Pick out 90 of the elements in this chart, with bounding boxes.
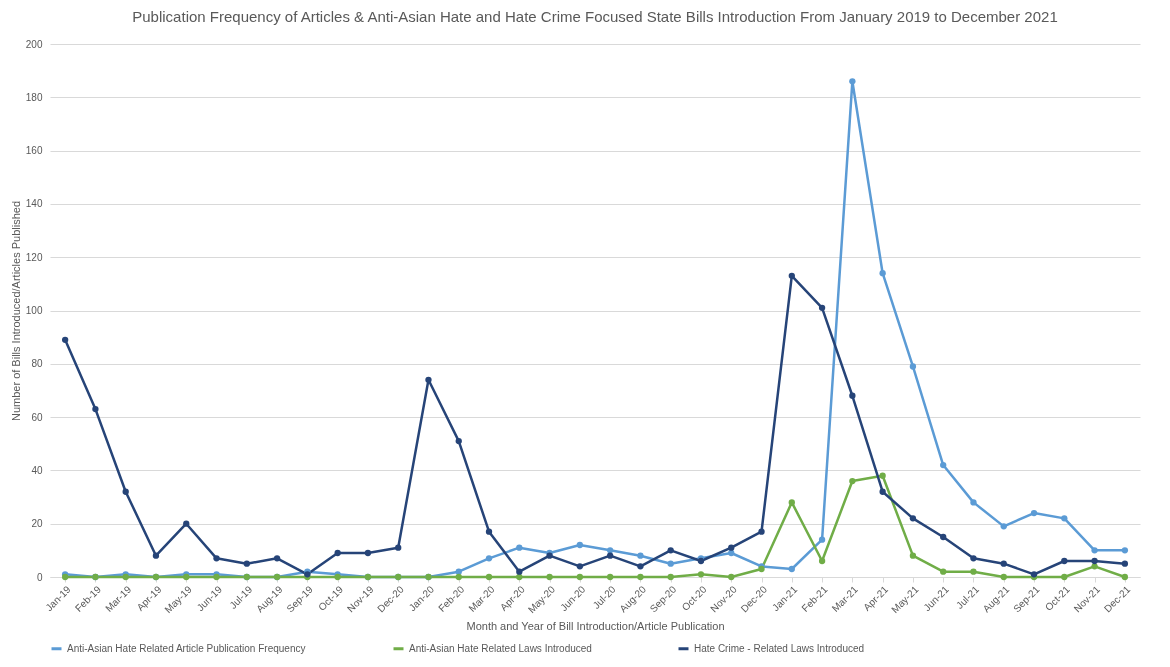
point	[758, 528, 765, 535]
point	[728, 573, 735, 581]
x-axis-title: Month and Year of Bill Introduction/Article Publication	[466, 620, 725, 633]
point	[667, 547, 674, 554]
chart-title: Publication Frequency of Articles & Anti-Asian Hate and Hate Crime Focused State Bills Introduction From January 2019 to December 2021	[132, 8, 1058, 25]
legend-label: Hate Crime - Related Laws Introduced	[694, 642, 865, 654]
point	[1121, 547, 1129, 554]
point	[879, 472, 886, 479]
point	[788, 565, 795, 573]
point	[1091, 557, 1098, 565]
point	[92, 405, 99, 413]
point	[576, 563, 584, 570]
point	[395, 544, 402, 551]
point	[909, 552, 917, 559]
point	[970, 499, 977, 506]
point	[425, 376, 432, 383]
point	[637, 573, 644, 581]
point	[940, 533, 947, 541]
point	[1121, 560, 1129, 567]
point	[667, 573, 674, 581]
point	[455, 568, 462, 575]
point	[273, 555, 281, 562]
legend-label: Anti-Asian Hate Related Laws Introduced	[409, 642, 592, 654]
y-tick-label: 120	[25, 251, 43, 263]
point	[606, 547, 614, 554]
point	[879, 488, 886, 495]
point	[818, 304, 826, 311]
point	[1121, 573, 1129, 581]
point	[909, 363, 917, 370]
point	[183, 520, 190, 527]
y-tick-label: 20	[31, 518, 43, 530]
point	[849, 392, 856, 399]
point	[1091, 563, 1098, 570]
point	[849, 477, 856, 485]
y-tick-label: 140	[25, 198, 43, 210]
point	[667, 560, 674, 567]
point	[697, 571, 705, 578]
point	[606, 552, 614, 559]
point	[485, 555, 493, 562]
y-tick-label: 0	[36, 571, 43, 583]
point	[152, 552, 160, 559]
y-tick-label: 160	[25, 145, 43, 157]
point	[122, 488, 129, 495]
point	[970, 568, 977, 575]
point	[1000, 523, 1007, 530]
y-tick-label: 100	[25, 305, 43, 316]
point	[728, 549, 735, 557]
legend-label: Anti-Asian Hate Related Article Publication Frequency	[67, 642, 306, 654]
point	[516, 573, 523, 581]
point	[1030, 509, 1038, 517]
point	[818, 536, 826, 543]
point	[849, 78, 856, 85]
point	[909, 515, 917, 522]
point	[818, 557, 826, 565]
point	[516, 568, 523, 575]
point	[1061, 557, 1068, 565]
point	[576, 573, 584, 581]
y-tick-label: 80	[31, 358, 43, 370]
y-tick-label: 180	[25, 91, 43, 103]
point	[1091, 547, 1098, 554]
point	[1061, 573, 1068, 581]
point	[788, 499, 795, 506]
point	[455, 573, 462, 581]
point	[334, 549, 341, 557]
point	[485, 573, 493, 581]
point	[940, 568, 947, 575]
point	[243, 560, 250, 567]
point	[576, 541, 584, 549]
point	[1061, 515, 1068, 522]
point	[485, 528, 493, 535]
point	[728, 544, 735, 551]
point	[1000, 573, 1007, 581]
point	[455, 437, 462, 445]
point	[364, 549, 372, 557]
point	[637, 563, 644, 570]
y-tick-label: 40	[31, 464, 43, 476]
y-tick-label: 200	[25, 38, 43, 50]
point	[970, 555, 977, 562]
y-axis-title: Number of Bills Introduced/Articles Published	[9, 200, 22, 422]
point	[61, 336, 69, 343]
point	[637, 552, 644, 559]
point	[213, 555, 220, 562]
point	[940, 461, 947, 469]
point	[606, 573, 614, 581]
point	[1000, 560, 1007, 567]
point	[546, 573, 553, 581]
point	[788, 272, 795, 280]
point	[516, 544, 523, 551]
point	[879, 270, 886, 277]
y-tick-label: 60	[31, 411, 43, 423]
